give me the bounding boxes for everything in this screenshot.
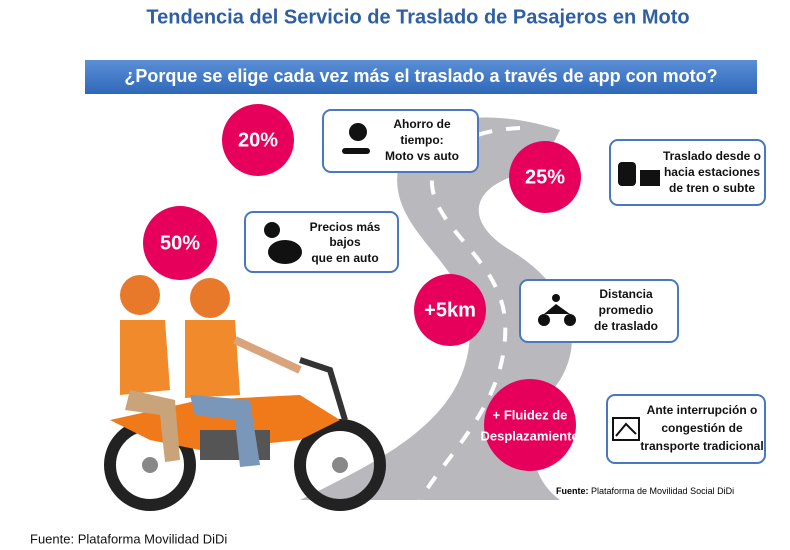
description: hacia estaciones [664, 165, 760, 179]
banner [85, 60, 757, 94]
description: Traslado desde o [663, 149, 761, 163]
stopwatch-icon [342, 123, 370, 154]
badge-text: 50% [160, 232, 200, 254]
source-note: Fuente: Plataforma de Movilidad Social D… [556, 486, 734, 496]
title: Tendencia del Servicio de Traslado de Pa… [146, 6, 689, 28]
description: de traslado [594, 319, 658, 333]
badge [222, 104, 294, 176]
info-box [519, 279, 679, 343]
badge-text: 25% [525, 166, 565, 188]
motorcycle-illustration [104, 275, 386, 511]
description: promedio [599, 303, 654, 317]
description: Ahorro de [393, 117, 451, 131]
footer: Fuente: Plataforma Movilidad DiDi [30, 531, 227, 546]
source-label: Fuente: [556, 486, 589, 496]
badge-text: 20% [238, 129, 278, 151]
source-text: Plataforma de Movilidad Social DiDi [591, 486, 734, 496]
description: congestión de [661, 421, 743, 435]
description: tiempo: [400, 133, 443, 147]
info-box [606, 394, 766, 464]
train-icon [618, 162, 660, 186]
badge-text: Desplazamiento [481, 428, 580, 443]
piggy-bank-icon [264, 222, 302, 264]
description: que en auto [311, 251, 378, 265]
description: Distancia [599, 287, 653, 301]
description: Moto vs auto [385, 149, 459, 163]
badge [484, 379, 576, 471]
badge-text: +5km [424, 299, 476, 321]
badge [143, 206, 217, 280]
motorbike-icon [538, 294, 576, 326]
subtitle: ¿Porque se elige cada vez más el traslad… [124, 66, 717, 86]
description: de tren o subte [669, 181, 755, 195]
badge [414, 274, 486, 346]
description: Precios más [310, 220, 381, 234]
description: transporte tradicional [640, 439, 763, 453]
map-icon [612, 417, 640, 441]
info-box [609, 139, 766, 206]
badge [509, 141, 581, 213]
badge-text: + Fluidez de [493, 407, 568, 422]
description: Ante interrupción o [647, 403, 758, 417]
description: bajos [329, 235, 361, 249]
